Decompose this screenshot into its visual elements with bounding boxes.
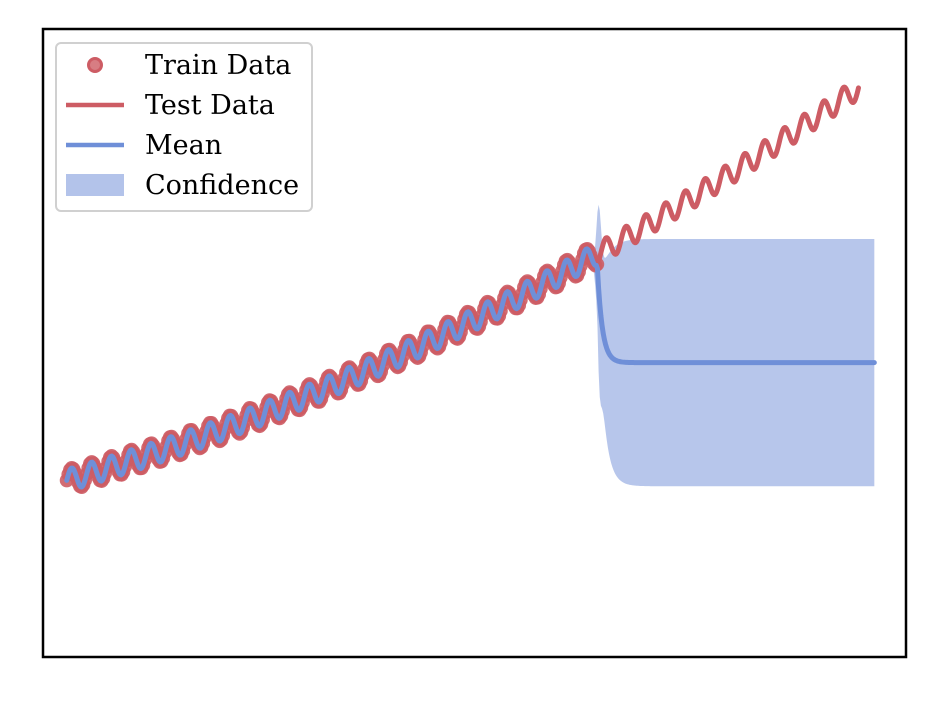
test-data-line [594,84,861,267]
legend-frame [55,42,313,212]
legend-label-test: Test Data [145,90,275,121]
legend-train-marker [87,57,103,73]
legend: Train Data Test Data Mean Confidence [55,42,313,212]
confidence-band [66,204,875,491]
axes-frame [41,27,908,659]
legend-confidence-swatch [66,174,124,196]
mean-line [64,246,877,490]
legend-label-confidence: Confidence [145,170,299,201]
legend-label-mean: Mean [145,130,222,161]
plot-area [59,84,877,494]
legend-label-train: Train Data [145,50,291,81]
